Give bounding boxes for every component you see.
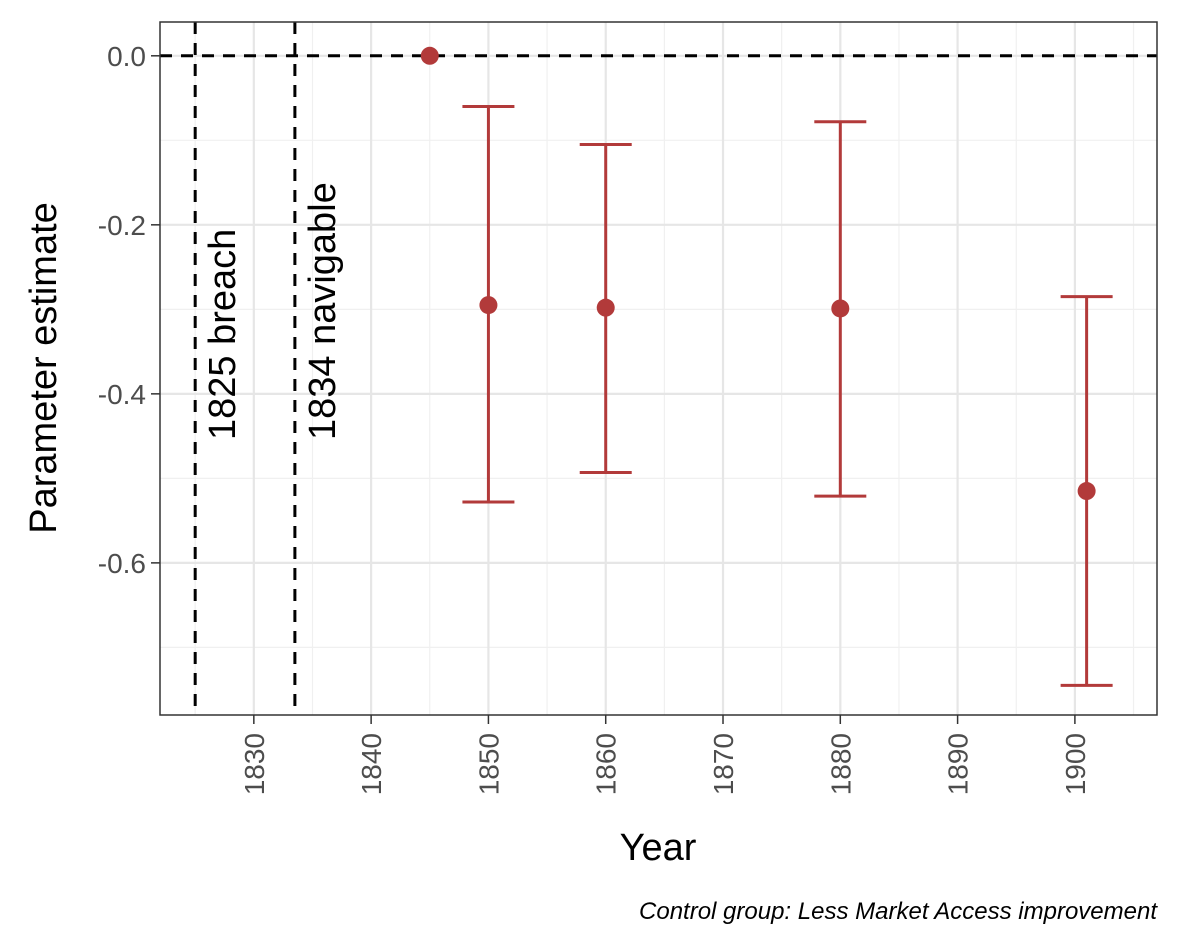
data-point — [420, 46, 439, 65]
x-axis-title: Year — [620, 827, 697, 869]
axis-layer: 1830 1840 1850 1860 1870 1880 1890 1900 0.0 -0.2 -… — [98, 41, 1091, 795]
data-point — [596, 298, 615, 317]
x-tick-label: 1850 — [473, 733, 504, 795]
x-tick-label: 1890 — [943, 733, 974, 795]
x-tick-label: 1860 — [591, 733, 622, 795]
grid-layer — [160, 22, 1157, 715]
plot-background — [160, 22, 1157, 715]
reference-lines: 1825 breach 1834 navigable — [160, 22, 1157, 715]
event-line-label: 1825 breach — [202, 229, 244, 440]
data-point — [479, 296, 498, 315]
y-axis-title: Parameter estimate — [23, 202, 65, 534]
plot-panel-border — [159, 21, 1158, 716]
x-tick-label: 1830 — [239, 733, 270, 795]
y-tick-label: -0.6 — [98, 548, 146, 579]
data-point — [831, 299, 850, 318]
y-tick-label: -0.4 — [98, 379, 146, 410]
x-tick-label: 1840 — [356, 733, 387, 795]
data-layer — [420, 46, 1113, 687]
caption: Control group: Less Market Access improv… — [639, 898, 1158, 925]
y-tick-label: -0.2 — [98, 210, 146, 241]
event-line-label: 1834 navigable — [302, 182, 344, 440]
x-tick-label: 1870 — [708, 733, 739, 795]
x-tick-label: 1900 — [1060, 733, 1091, 795]
x-tick-label: 1880 — [825, 733, 856, 795]
y-tick-label: 0.0 — [107, 41, 146, 72]
data-point — [1077, 482, 1096, 501]
